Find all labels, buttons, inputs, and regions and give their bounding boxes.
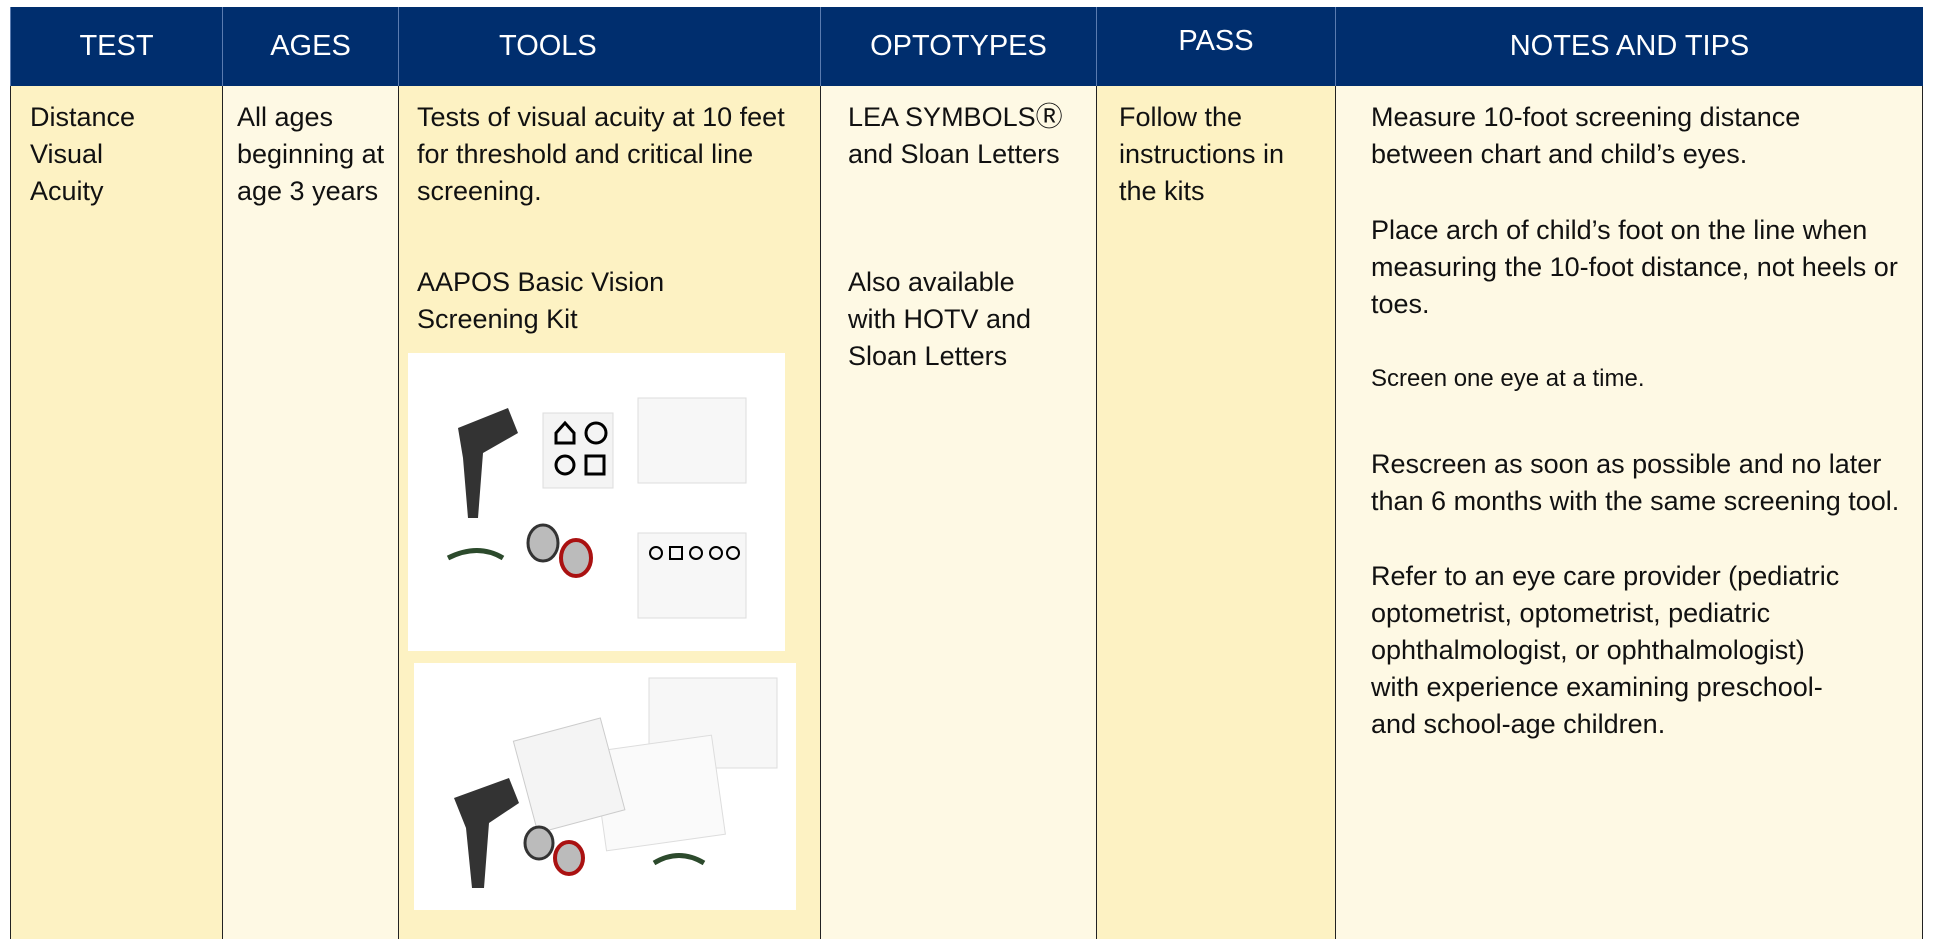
header-cell: TOOLS bbox=[398, 7, 820, 86]
header-cell: OPTOTYPES bbox=[820, 7, 1096, 86]
cell-text: AAPOS Basic Vision Screening Kit bbox=[417, 267, 665, 334]
cell-text: Also available with HOTV and Sloan Lette… bbox=[848, 267, 1032, 371]
cell-text: Tests of visual acuity at 10 feet for th… bbox=[417, 102, 785, 206]
cell-text: Rescreen as soon as possible and no late… bbox=[1371, 449, 1900, 516]
header-cell: NOTES AND TIPS bbox=[1335, 7, 1923, 86]
kit-photo bbox=[414, 663, 796, 910]
cell bbox=[1096, 86, 1335, 939]
cell bbox=[10, 86, 222, 939]
header-cell: AGES bbox=[222, 7, 398, 86]
cell-text: LEA SYMBOLSⓇ and Sloan Letters bbox=[848, 102, 1063, 169]
cell bbox=[1335, 86, 1923, 939]
cell-text: Refer to an eye care provider (pediatric… bbox=[1371, 561, 1840, 739]
cell-text: Place arch of child’s foot on the line w… bbox=[1371, 215, 1898, 319]
kit-photo bbox=[408, 353, 785, 651]
cell-text: Follow the instructions in the kits bbox=[1119, 102, 1285, 206]
cell-text: Measure 10-foot screening distance betwe… bbox=[1371, 102, 1801, 169]
cell bbox=[222, 86, 398, 939]
header-cell: TEST bbox=[10, 7, 222, 86]
cell-text: Distance Visual Acuity bbox=[30, 102, 136, 206]
cell-text: Screen one eye at a time. bbox=[1371, 365, 1645, 392]
header-cell: PASS bbox=[1096, 7, 1335, 86]
cell bbox=[820, 86, 1096, 939]
cell-text: All ages beginning at age 3 years bbox=[237, 102, 385, 206]
